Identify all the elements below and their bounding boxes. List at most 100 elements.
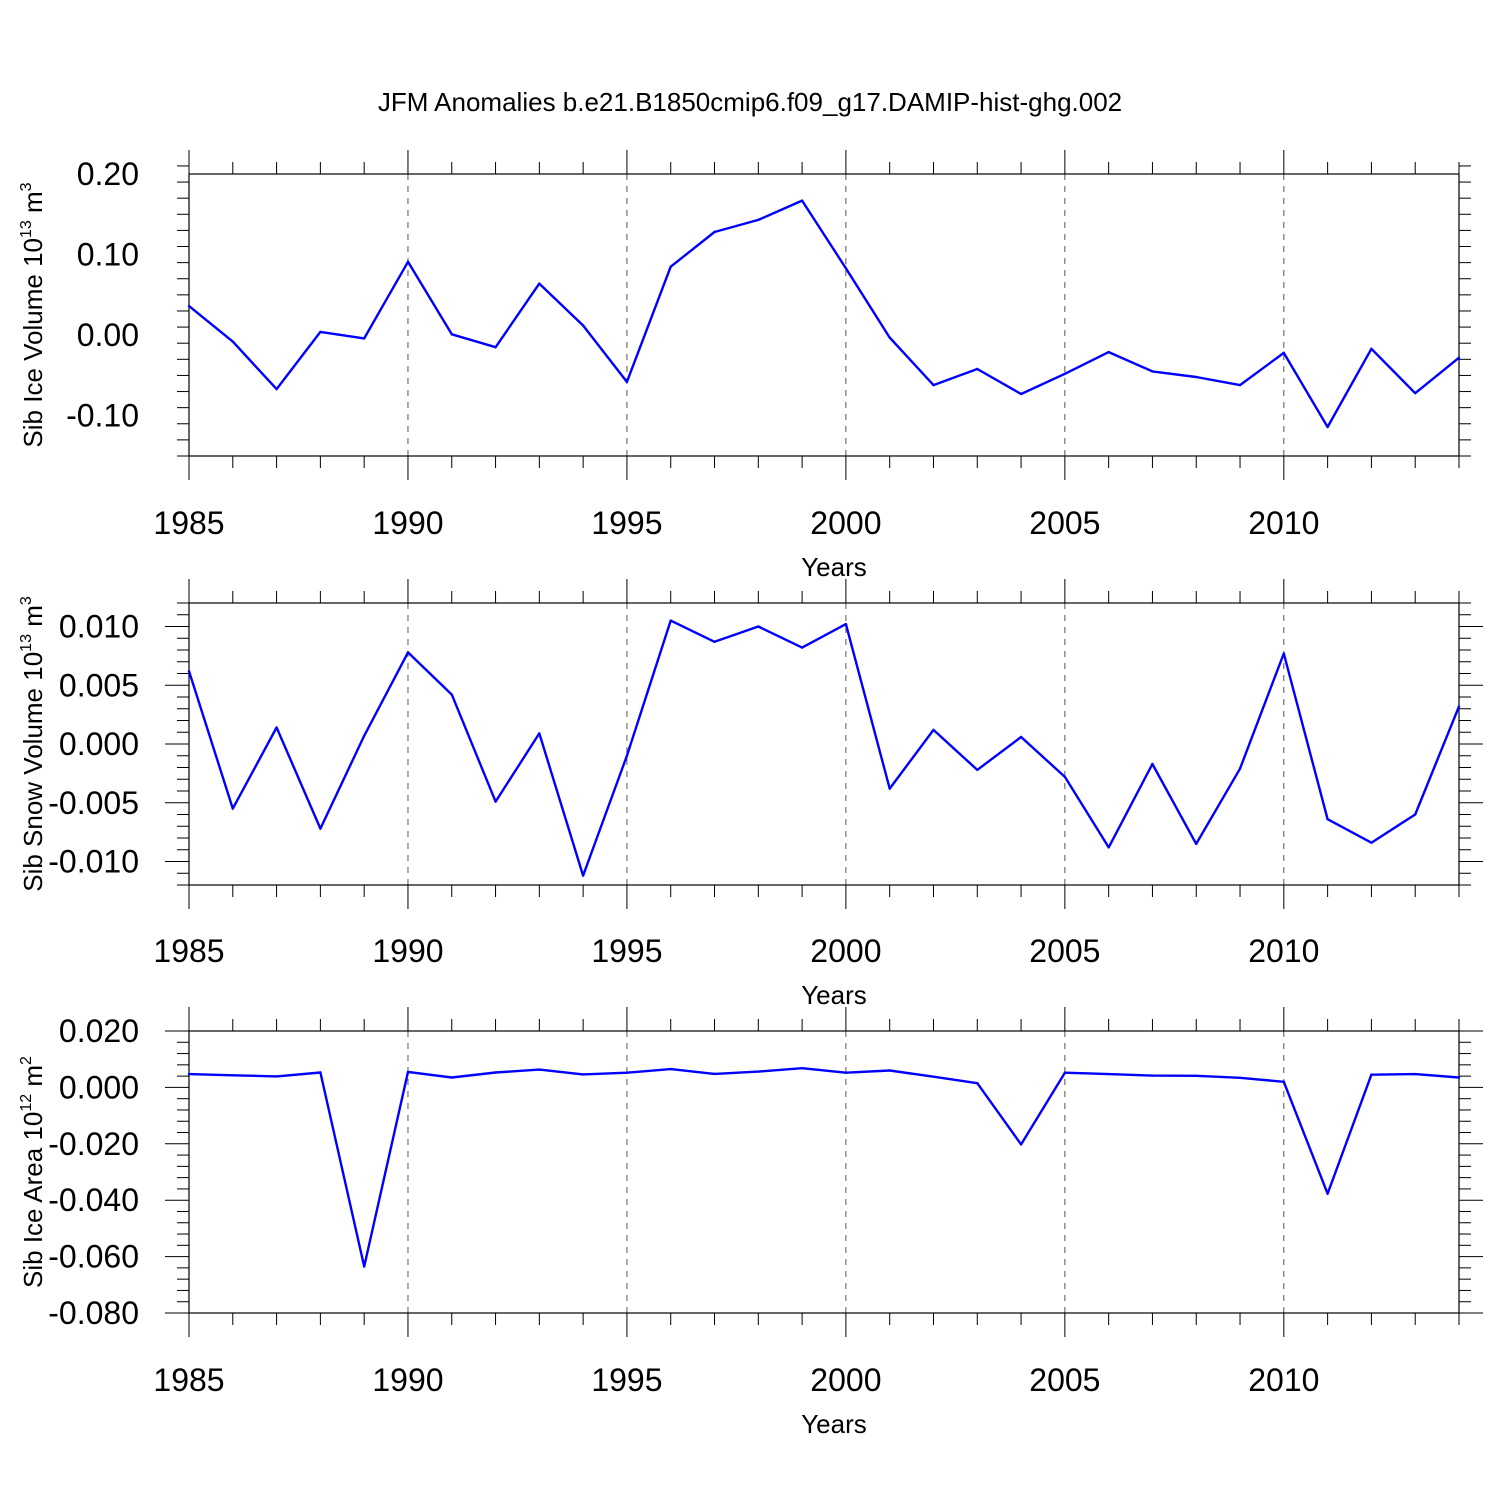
y-tick-label: -0.010	[48, 844, 139, 880]
y-tick-label: 0.000	[59, 726, 139, 762]
x-tick-label: 1990	[372, 933, 443, 969]
data-point	[888, 787, 891, 790]
data-point	[1107, 350, 1110, 354]
data-point	[1370, 841, 1373, 844]
data-point	[844, 267, 848, 270]
data-point	[1457, 1076, 1461, 1079]
series-line	[187, 619, 1461, 877]
data-point	[1151, 1074, 1154, 1077]
x-tick-label: 1995	[591, 505, 662, 541]
y-tick-label: -0.040	[48, 1182, 139, 1218]
data-point	[538, 282, 541, 285]
x-tick-label: 1995	[591, 1362, 662, 1398]
data-point	[1238, 1076, 1242, 1080]
data-point	[757, 218, 760, 222]
x-tick-label: 2005	[1029, 1362, 1100, 1398]
series-line	[188, 199, 1460, 429]
x-tick-label: 1990	[372, 505, 443, 541]
y-axis-label-exponent: 13	[18, 220, 35, 238]
data-point	[976, 768, 979, 772]
y-axis-label-unit-exponent: 3	[18, 182, 35, 191]
y-axis-label-unit: m	[18, 605, 48, 634]
y-axis-label-unit-exponent: 3	[18, 596, 35, 605]
y-axis-label-base: Sib Snow Volume 10	[18, 652, 48, 892]
x-tick-label: 1990	[372, 1362, 443, 1398]
data-point	[1195, 842, 1198, 846]
data-point	[406, 260, 410, 264]
data-point	[538, 1068, 541, 1071]
data-point	[231, 807, 234, 810]
series-line	[188, 1066, 1460, 1268]
figure-title: JFM Anomalies b.e21.B1850cmip6.f09_g17.D…	[378, 87, 1122, 117]
data-point	[932, 1075, 935, 1078]
panels: 1985 1990 1995 2000 2005 2010 0.20 0.10 0.00 -0.1…	[18, 150, 1483, 1439]
data-point	[1282, 652, 1286, 655]
data-point	[625, 380, 629, 384]
data-point	[581, 874, 585, 877]
data-point	[275, 387, 278, 391]
data-point	[713, 1072, 716, 1076]
data-point	[406, 651, 410, 654]
data-point	[187, 669, 191, 673]
x-tick-label: 1985	[153, 933, 224, 969]
data-point	[1326, 1192, 1329, 1195]
y-tick-label: -0.005	[48, 785, 139, 821]
data-point	[1063, 372, 1067, 376]
data-point	[713, 230, 716, 234]
y-axis-label-exponent: 12	[18, 1094, 35, 1112]
data-point	[1151, 762, 1154, 766]
y-tick-label: -0.10	[66, 398, 139, 434]
x-tick-label: 2010	[1248, 1362, 1319, 1398]
data-point	[1238, 383, 1242, 387]
data-point	[494, 1071, 497, 1074]
data-point	[976, 367, 979, 371]
data-point	[669, 619, 672, 622]
data-point	[1414, 1072, 1417, 1076]
y-axis-label: Sib Ice Area 1012 m2	[18, 1056, 48, 1288]
data-point	[362, 734, 366, 737]
y-tick-label: 0.005	[59, 667, 139, 703]
data-point	[1238, 767, 1242, 770]
data-point	[1107, 846, 1110, 849]
y-axis-label-unit-exponent: 2	[18, 1056, 35, 1065]
data-point	[1151, 370, 1154, 373]
x-tick-label: 2000	[810, 1362, 881, 1398]
data-point	[1063, 1071, 1067, 1074]
plot-frame	[188, 173, 1460, 457]
data-point	[494, 800, 497, 803]
data-point	[800, 646, 804, 649]
data-point	[888, 336, 891, 339]
data-point	[1282, 351, 1286, 355]
data-point	[450, 693, 453, 696]
x-axis-label: Years	[801, 552, 867, 582]
data-point	[1326, 425, 1329, 429]
data-point	[1414, 391, 1417, 395]
x-tick-label: 1985	[153, 505, 224, 541]
x-tick-label: 1995	[591, 933, 662, 969]
y-tick-label: 0.10	[77, 237, 139, 273]
data-point	[625, 754, 629, 757]
data-point	[1414, 813, 1417, 816]
y-axis-label: Sib Snow Volume 1013 m3	[18, 596, 48, 892]
data-point	[581, 324, 585, 327]
data-point	[1019, 1143, 1023, 1146]
data-point	[888, 1069, 891, 1072]
data-point	[1107, 1072, 1110, 1076]
data-point	[757, 625, 760, 628]
panel-1: 1985 1990 1995 2000 2005 2010 0.20 0.10 0.00 -0.1…	[18, 150, 1471, 582]
data-point	[844, 1071, 848, 1074]
data-point	[406, 1070, 410, 1074]
data-point	[1282, 1080, 1286, 1083]
data-point	[319, 1071, 322, 1074]
x-axis-label: Years	[801, 1409, 867, 1439]
y-tick-label: -0.020	[48, 1126, 139, 1162]
data-point	[187, 1072, 191, 1076]
x-tick-label: 2000	[810, 505, 881, 541]
y-axis-label-unit: m	[18, 191, 48, 220]
data-point	[932, 383, 935, 387]
y-tick-label: -0.080	[48, 1295, 139, 1331]
data-point	[1457, 356, 1461, 359]
y-axis-label-exponent: 13	[18, 634, 35, 652]
data-point	[800, 199, 804, 202]
